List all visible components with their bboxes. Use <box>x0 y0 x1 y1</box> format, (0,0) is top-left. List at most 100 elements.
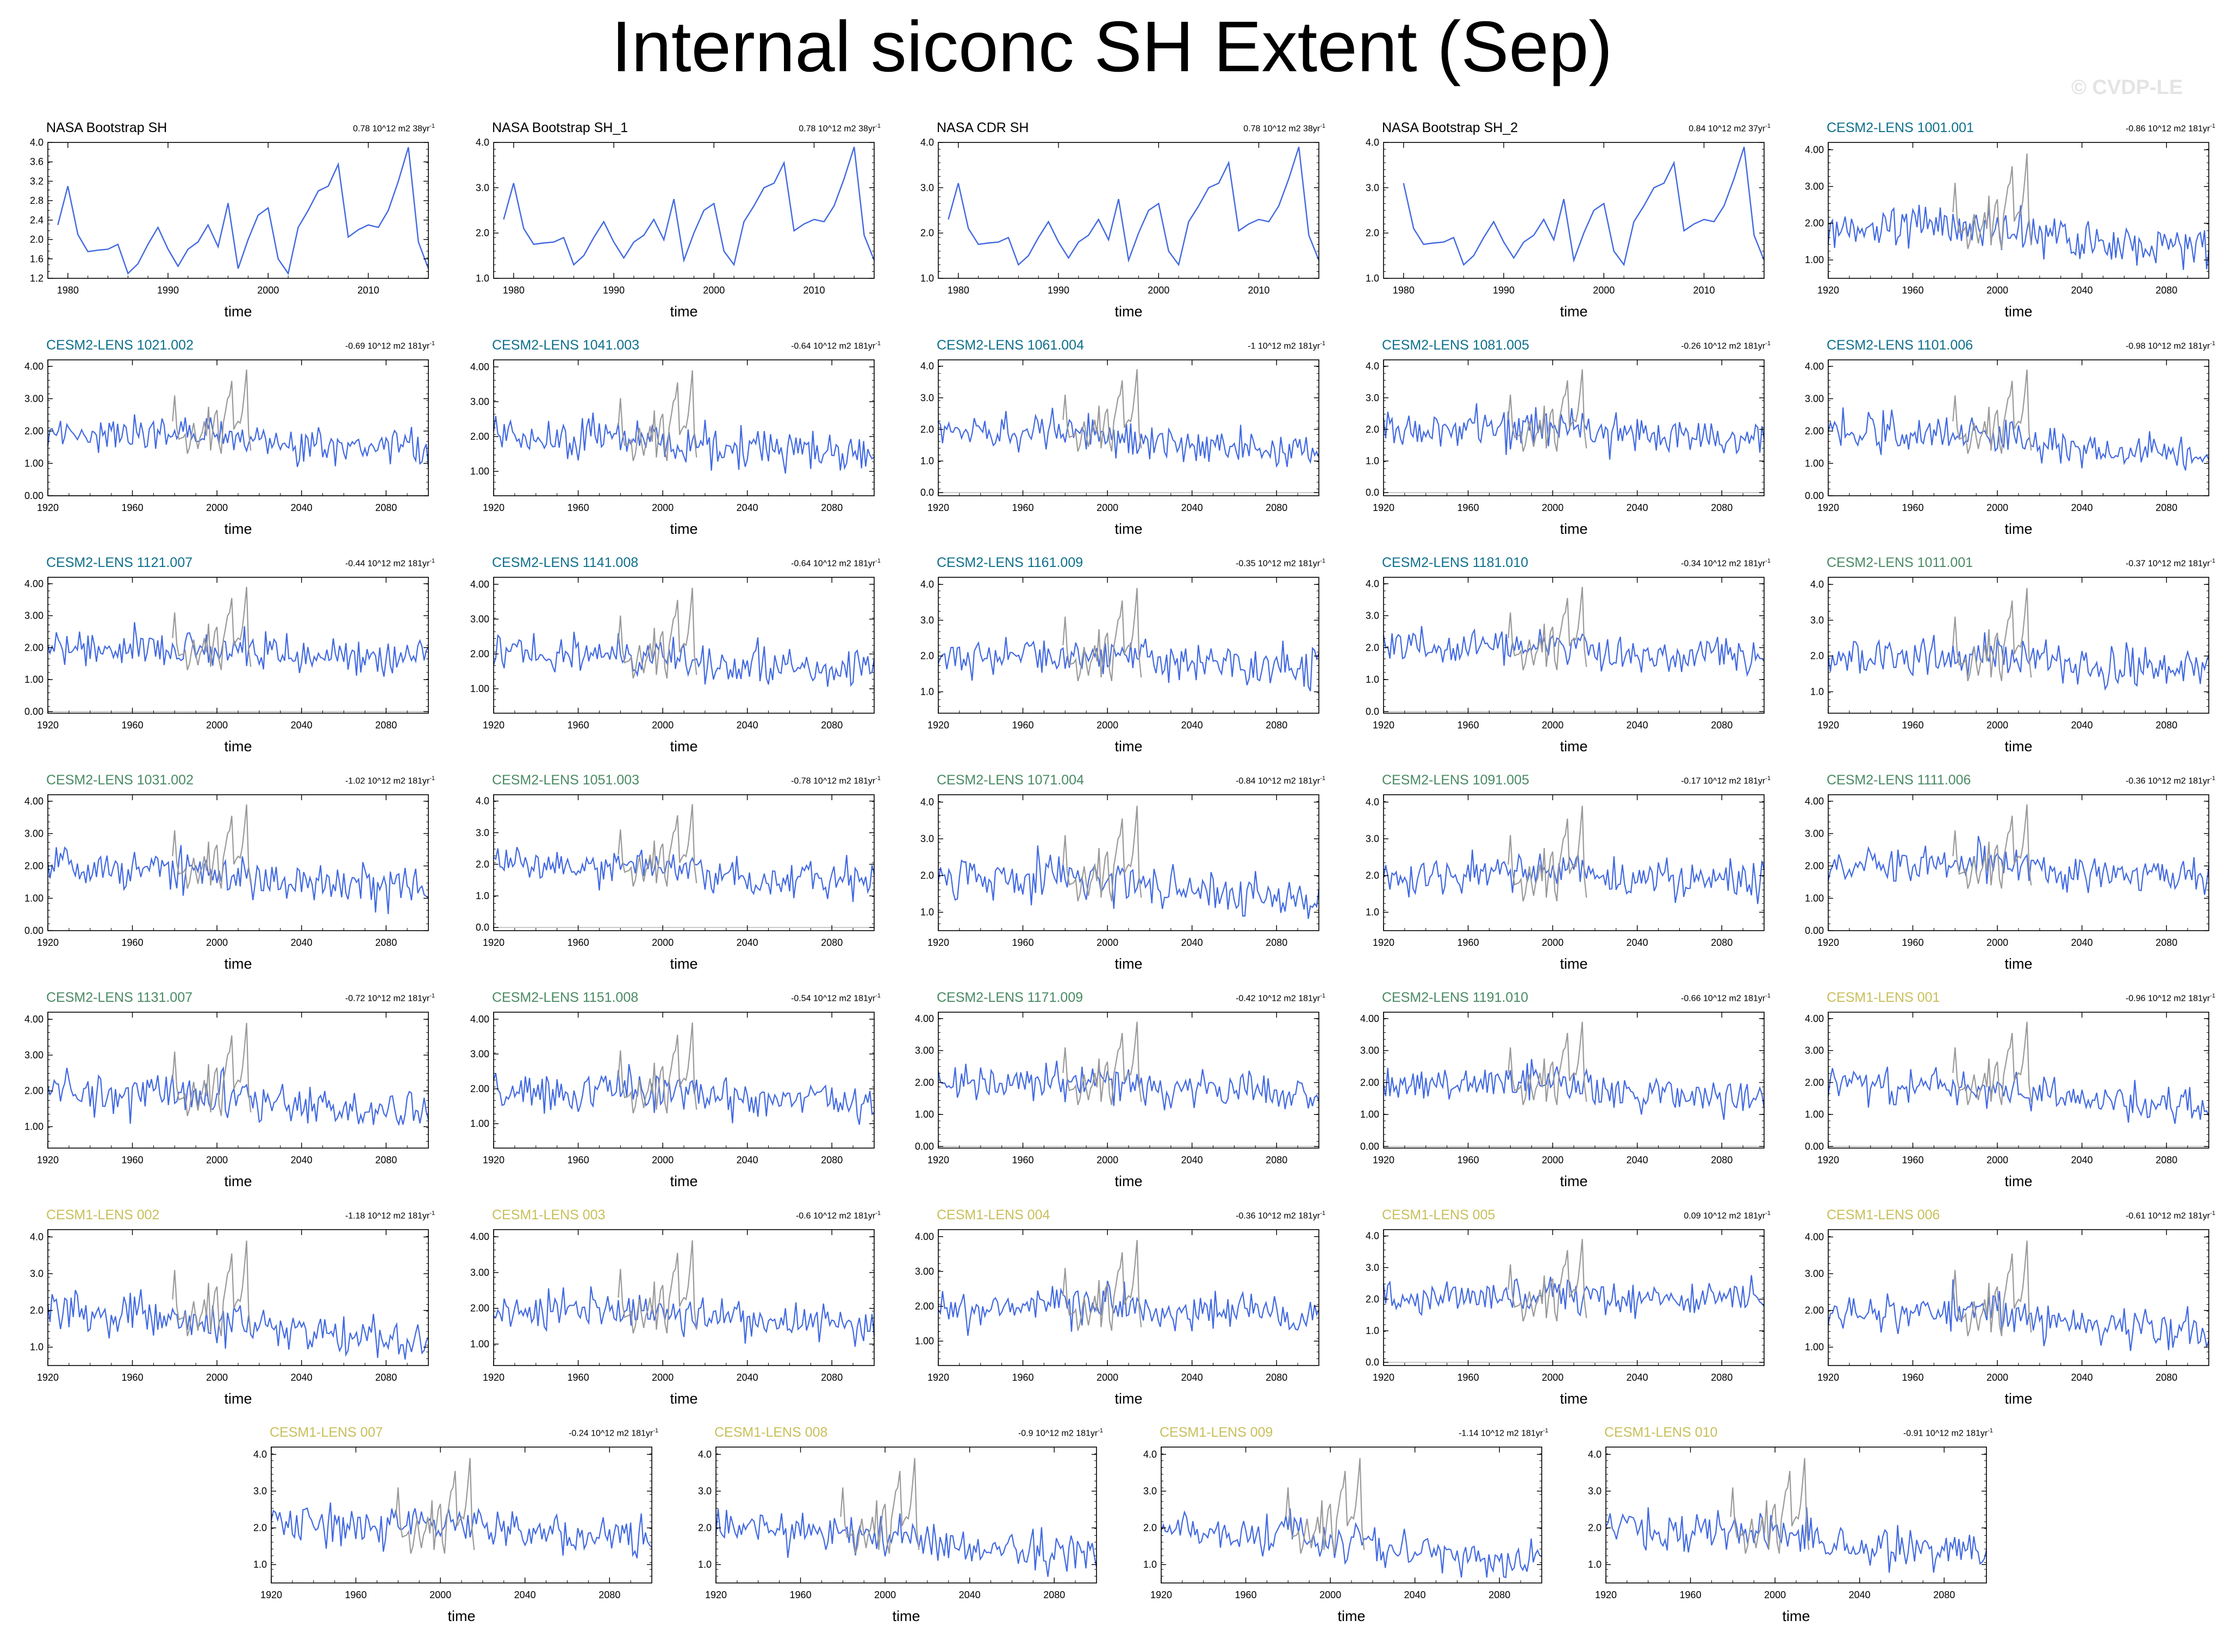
x-tick-label: 1960 <box>1457 1155 1479 1165</box>
y-tick-label: 3.0 <box>1366 1262 1379 1273</box>
panel-title: CESM2-LENS 1171.009 <box>937 990 1083 1005</box>
y-tick-label: 1.2 <box>30 273 43 284</box>
y-tick-label: 4.0 <box>1366 137 1379 148</box>
chart-svg: 0.00 1.00 2.00 3.00 4.00 1920 1960 2000 2040 2080… <box>24 794 429 972</box>
plot-area: 0.0 1.0 2.0 3.0 4.0 1920 1960 2000 2040 2080 time <box>1366 1229 1765 1407</box>
chart-panel: CESM2-LENS 1191.010 -0.66 10^12 m2 181yr-… <box>1360 989 1773 1201</box>
model-series-line <box>493 632 875 687</box>
y-tick-label: 3.00 <box>24 1050 43 1061</box>
y-tick-label: 2.00 <box>915 1077 934 1088</box>
x-tick-label: 2000 <box>1986 720 2008 731</box>
y-tick-label: 4.00 <box>470 361 489 372</box>
x-tick-label: 2040 <box>1181 720 1203 731</box>
x-axis-label: time <box>2004 738 2032 755</box>
obs-overlay-line <box>618 1240 697 1334</box>
x-tick-label: 1920 <box>483 937 504 948</box>
x-axis-label: time <box>670 303 697 320</box>
trend-label: -0.6 10^12 m2 181yr-1 <box>796 1207 881 1223</box>
x-tick-label: 2080 <box>2156 1155 2177 1165</box>
trend-label: -0.42 10^12 m2 181yr-1 <box>1236 989 1325 1005</box>
x-tick-label: 1980 <box>503 285 525 296</box>
x-tick-label: 1960 <box>790 1589 812 1600</box>
chart-panel: CESM2-LENS 1031.002 -1.02 10^12 m2 181yr-… <box>24 772 438 984</box>
x-axis-label: time <box>224 521 252 537</box>
x-tick-label: 2040 <box>291 720 313 731</box>
trend-value: -0.98 10^12 m2 181yr <box>2126 341 2210 351</box>
chart-panel: CESM2-LENS 1011.001 -0.37 10^12 m2 181yr-… <box>1810 554 2218 766</box>
x-tick-label: 2000 <box>206 1155 228 1165</box>
x-tick-label: 1960 <box>1902 502 1924 513</box>
x-tick-label: 2080 <box>1043 1589 1065 1600</box>
x-tick-label: 2000 <box>1097 720 1118 731</box>
y-tick-label: 1.00 <box>470 1118 489 1129</box>
y-tick-label: 3.00 <box>24 610 43 621</box>
panel-title: CESM2-LENS 1111.006 <box>1827 772 1971 788</box>
x-axis-label: time <box>1782 1608 1810 1624</box>
x-axis-label: time <box>224 1391 252 1407</box>
trend-label: 0.84 10^12 m2 37yr-1 <box>1689 120 1771 135</box>
y-tick-label: 2.00 <box>1805 218 1824 229</box>
obs-overlay-line <box>1062 369 1142 452</box>
trend-label: -0.17 10^12 m2 181yr-1 <box>1681 772 1771 788</box>
chart-panel: CESM2-LENS 1111.006 -0.36 10^12 m2 181yr-… <box>1805 772 2218 984</box>
chart-svg: 1.0 2.0 3.0 4.0 1920 1960 2000 2040 2080 time <box>1366 794 1765 972</box>
y-tick-label: 1.0 <box>698 1559 712 1570</box>
y-tick-label: 1.0 <box>1366 273 1379 284</box>
model-series-line <box>938 1281 1320 1336</box>
chart-svg: 1.0 2.0 3.0 4.0 1980 1990 2000 2010 time <box>920 137 1320 320</box>
trend-label: -0.64 10^12 m2 181yr-1 <box>791 337 881 353</box>
y-tick-label: 3.0 <box>476 827 489 838</box>
trend-exponent: -1 <box>875 340 881 347</box>
y-tick-label: 2.0 <box>30 1305 43 1316</box>
y-tick-label: 2.00 <box>470 431 489 442</box>
x-tick-label: 2010 <box>1248 285 1269 296</box>
chart-svg: 1.0 2.0 3.0 4.0 1920 1960 2000 2040 2080 time <box>1588 1447 1988 1624</box>
trend-value: 0.84 10^12 m2 37yr <box>1689 124 1766 134</box>
trend-label: -0.91 10^12 m2 181yr-1 <box>1903 1424 1993 1440</box>
x-tick-label: 1920 <box>483 502 504 513</box>
x-tick-label: 1920 <box>1817 502 1839 513</box>
y-tick-label: 1.00 <box>1805 254 1824 265</box>
y-tick-label: 2.00 <box>915 1301 934 1312</box>
x-tick-label: 1920 <box>1373 1372 1394 1383</box>
x-tick-label: 1920 <box>37 937 59 948</box>
y-tick-label: 1.00 <box>24 893 43 903</box>
trend-value: -0.66 10^12 m2 181yr <box>1681 994 1766 1003</box>
trend-exponent: -1 <box>2210 123 2215 129</box>
x-tick-label: 1960 <box>122 720 144 731</box>
y-tick-label: 4.00 <box>915 1013 934 1024</box>
x-tick-label: 2080 <box>1711 502 1733 513</box>
model-series-line <box>270 1502 652 1559</box>
y-tick-label: 3.0 <box>1810 615 1824 626</box>
y-tick-label: 1.0 <box>253 1559 267 1570</box>
plot-area: 0.0 1.0 2.0 3.0 4.0 1920 1960 2000 2040 2080 time <box>920 359 1320 537</box>
model-series-line <box>937 637 1320 691</box>
x-tick-label: 1960 <box>1012 502 1034 513</box>
x-tick-label: 2010 <box>803 285 825 296</box>
chart-panel: NASA Bootstrap SH 0.78 10^12 m2 38yr-1 1.2… <box>30 120 438 332</box>
trend-exponent: -1 <box>1765 123 1771 129</box>
x-tick-label: 2000 <box>429 1589 451 1600</box>
y-tick-label: 4.00 <box>24 1014 43 1025</box>
x-tick-label: 2040 <box>1627 502 1648 513</box>
trend-label: -0.61 10^12 m2 181yr-1 <box>2126 1207 2215 1223</box>
x-axis-label: time <box>1560 956 1587 972</box>
x-tick-label: 1920 <box>927 720 949 731</box>
x-tick-label: 1920 <box>37 720 59 731</box>
trend-label: -1.02 10^12 m2 181yr-1 <box>345 772 435 788</box>
plot-frame <box>1828 1012 2209 1149</box>
x-tick-label: 2080 <box>821 1155 843 1165</box>
y-tick-label: 4.00 <box>470 1014 489 1025</box>
x-tick-label: 2040 <box>1849 1589 1871 1600</box>
trend-exponent: -1 <box>429 558 435 564</box>
model-series-line <box>47 1066 429 1126</box>
y-tick-label: 2.0 <box>920 424 934 435</box>
y-tick-label: 4.00 <box>1360 1013 1379 1024</box>
y-tick-label: 0.0 <box>476 922 489 933</box>
x-tick-label: 1960 <box>1902 285 1924 296</box>
x-tick-label: 1960 <box>1012 937 1034 948</box>
y-tick-label: 4.0 <box>476 796 489 807</box>
trend-value: -0.86 10^12 m2 181yr <box>2126 124 2210 134</box>
trend-label: -1.18 10^12 m2 181yr-1 <box>345 1207 435 1223</box>
x-tick-label: 2080 <box>1266 720 1287 731</box>
